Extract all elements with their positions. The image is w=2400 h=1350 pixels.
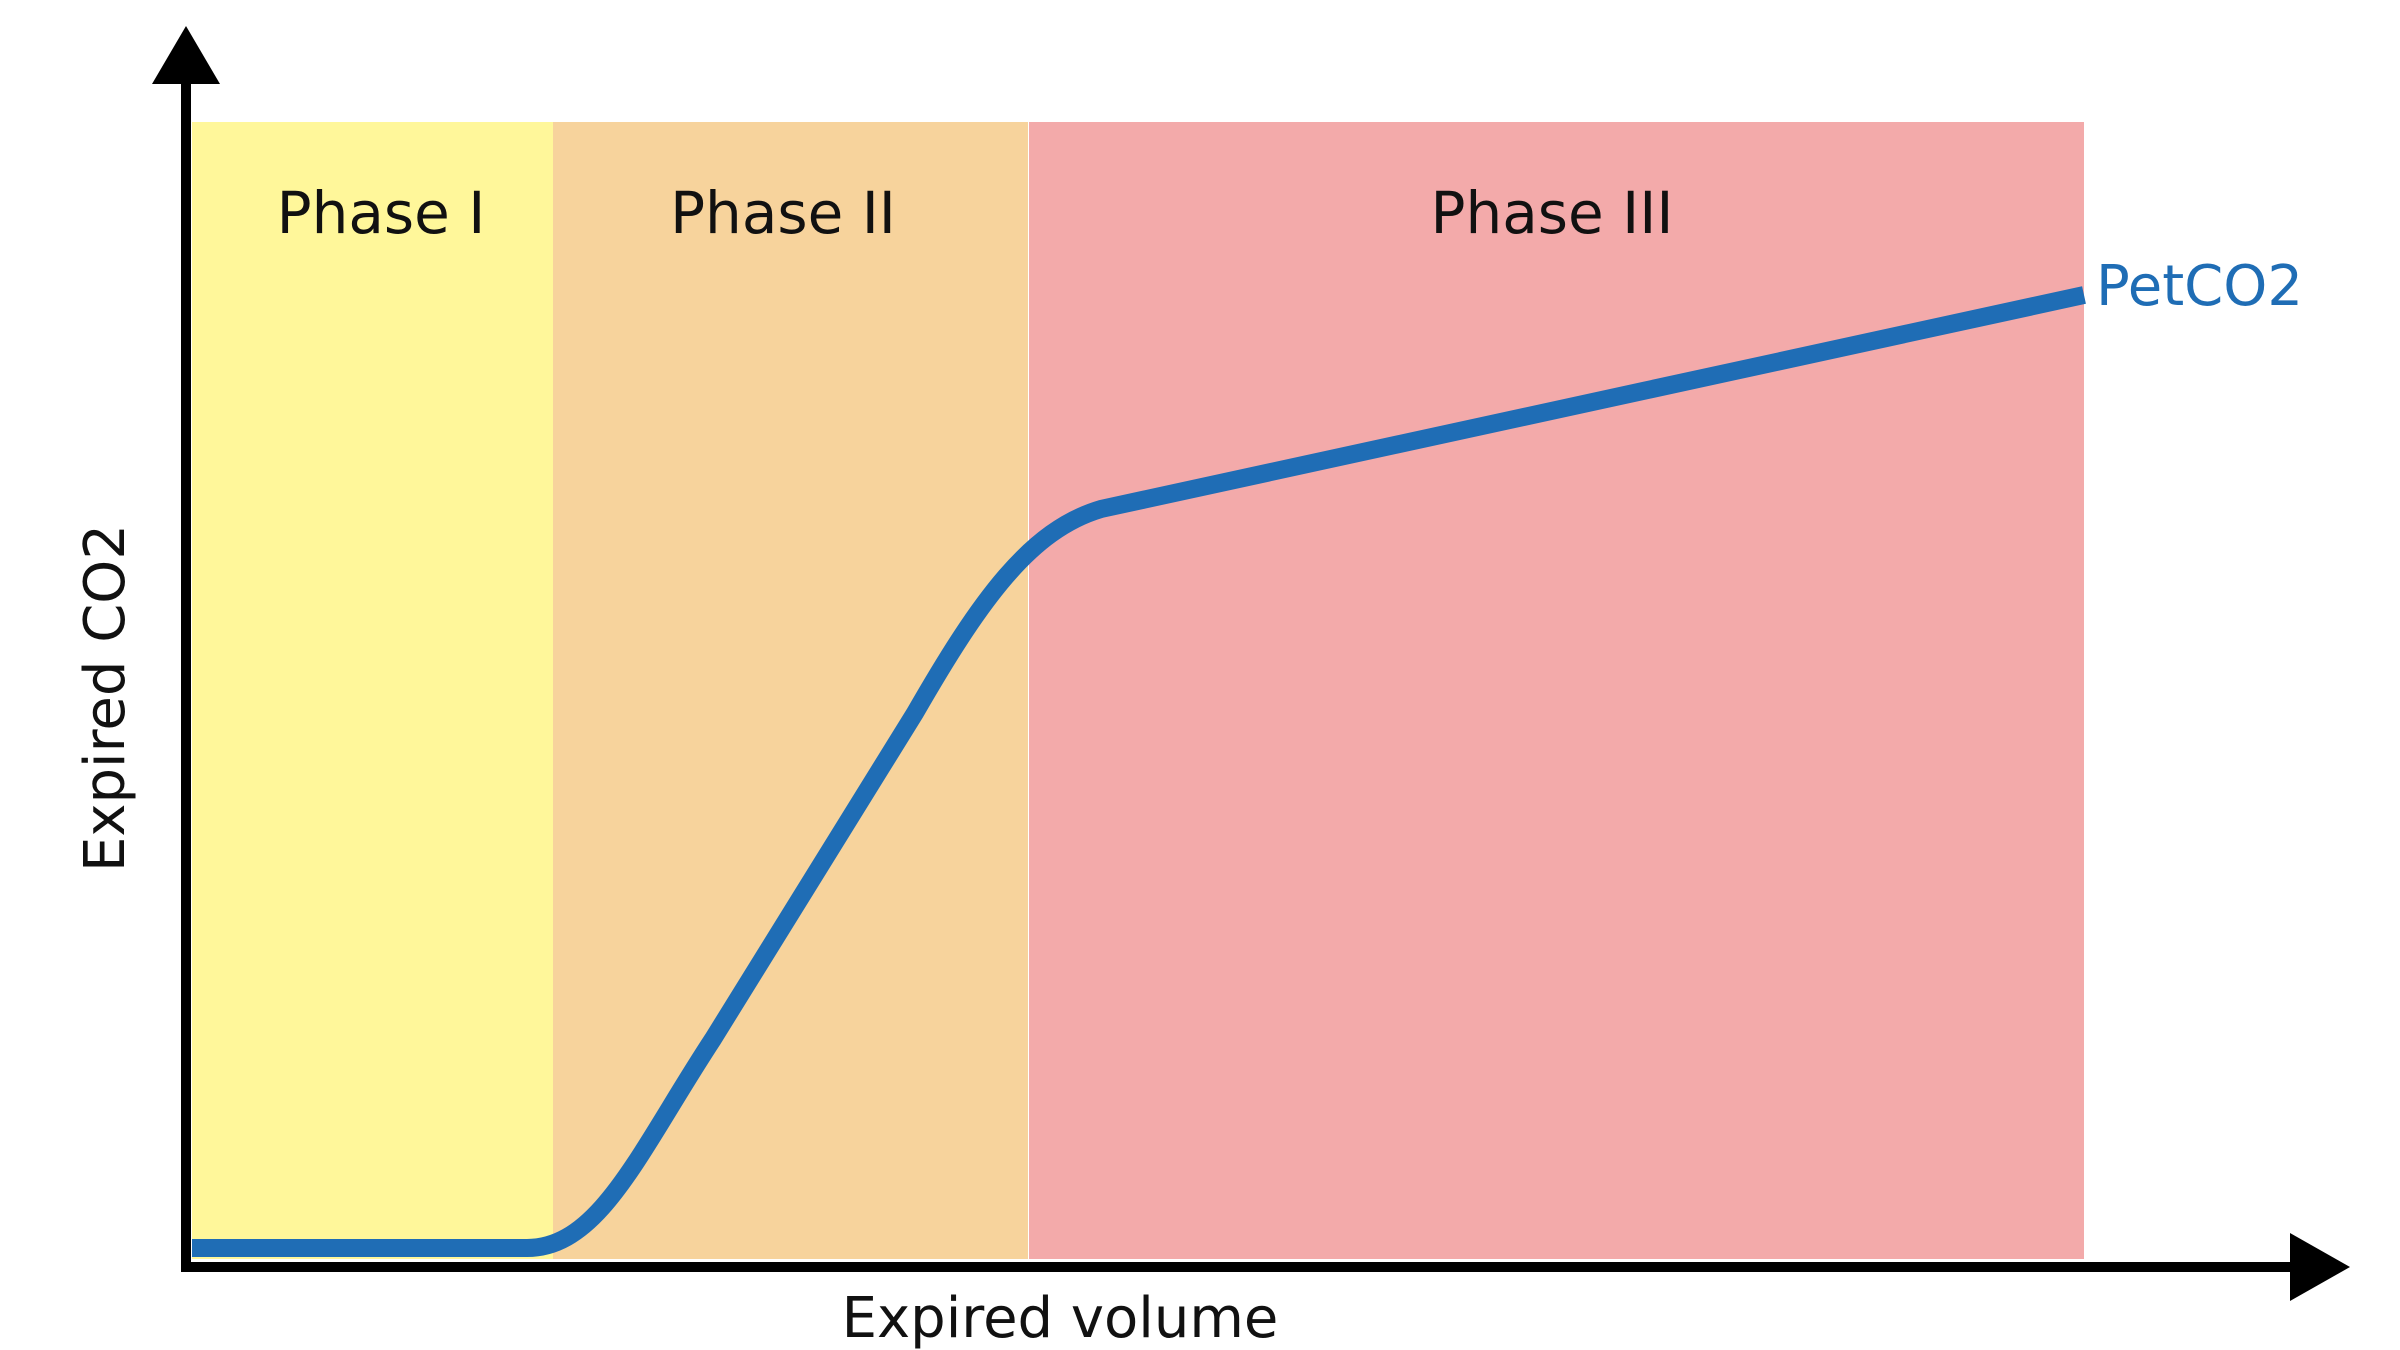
phase-label: Phase III xyxy=(1431,179,1674,247)
phase-3-region xyxy=(1029,122,2084,1259)
co2-curve xyxy=(192,286,2086,1257)
phase-label: Phase I xyxy=(277,179,486,247)
y-axis-label: Expired CO2 xyxy=(73,524,138,872)
phase-label: Phase II xyxy=(670,179,896,247)
phase-1-region xyxy=(192,122,554,1259)
phase-2-region xyxy=(553,122,1028,1259)
y-axis-arrow xyxy=(152,26,220,84)
x-axis-label: Expired volume xyxy=(842,1286,1279,1350)
curve-label: PetCO2 xyxy=(2096,254,2303,319)
x-axis-arrow xyxy=(2290,1233,2350,1301)
